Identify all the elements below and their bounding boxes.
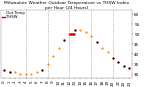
Point <box>90 36 92 37</box>
Point <box>3 70 5 71</box>
Legend: Out Temp, THSW: Out Temp, THSW <box>2 11 25 19</box>
Point <box>41 70 44 71</box>
Point <box>30 74 33 75</box>
Point <box>3 70 5 71</box>
Point <box>123 66 125 67</box>
Point <box>106 52 109 53</box>
Point <box>128 68 131 69</box>
Point <box>36 72 38 73</box>
Point <box>95 42 98 43</box>
Point <box>19 74 22 75</box>
Point <box>52 56 54 57</box>
Point <box>8 72 11 73</box>
Point <box>117 62 120 63</box>
Point <box>46 64 49 65</box>
Point <box>63 40 65 41</box>
Point <box>123 66 125 67</box>
Point <box>57 48 60 49</box>
Point <box>74 30 76 31</box>
Point <box>25 74 27 75</box>
Point <box>74 30 76 31</box>
Point <box>41 70 44 71</box>
Point <box>112 58 114 59</box>
Title: Milwaukee Weather Outdoor Temperature vs THSW Index per Hour (24 Hours): Milwaukee Weather Outdoor Temperature vs… <box>4 1 129 10</box>
Point <box>14 72 16 73</box>
Point <box>112 58 114 59</box>
Point <box>95 42 98 43</box>
Point <box>128 68 131 69</box>
Point <box>79 30 82 31</box>
Point <box>68 34 71 35</box>
Point <box>8 72 11 73</box>
Point <box>117 62 120 63</box>
Point <box>101 48 103 49</box>
Point <box>63 40 65 41</box>
Point <box>84 32 87 33</box>
